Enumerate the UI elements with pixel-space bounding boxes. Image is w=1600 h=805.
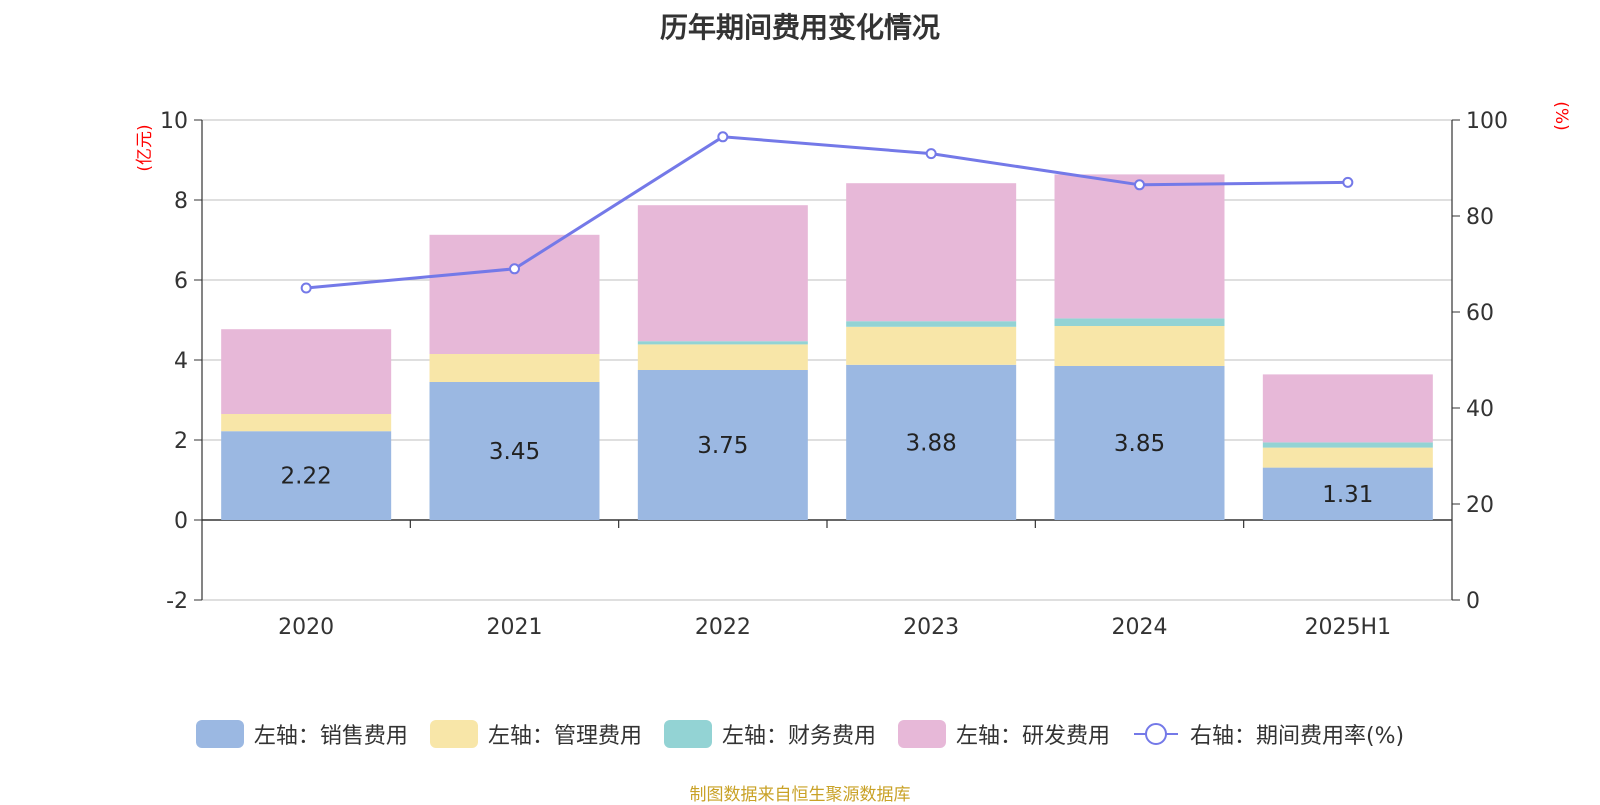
legend-swatch xyxy=(663,720,712,748)
legend-line-swatch xyxy=(1133,723,1178,745)
rate-point xyxy=(1342,176,1354,188)
bar-segment xyxy=(1262,374,1433,443)
bar-segment xyxy=(429,382,600,520)
legend-item[interactable]: 左轴：研发费用 xyxy=(897,718,1110,750)
bar-segment xyxy=(1054,318,1225,326)
legend-label: 左轴：销售费用 xyxy=(253,724,408,749)
left-tick-label: 8 xyxy=(174,189,188,214)
data-label: 3.75 xyxy=(697,433,748,459)
right-tick-label: 20 xyxy=(1466,493,1494,518)
legend: 左轴：销售费用 左轴：管理费用 左轴：财务费用 左轴：研发费用 右轴：期间费用率(%) xyxy=(0,718,1600,750)
rate-point xyxy=(925,148,937,160)
legend-swatch xyxy=(897,720,946,748)
left-tick-label: 2 xyxy=(174,429,188,454)
right-tick-label: 0 xyxy=(1466,589,1480,614)
bar-segment xyxy=(637,341,808,345)
data-label: 3.88 xyxy=(906,430,957,456)
data-label: 3.45 xyxy=(489,439,540,465)
chart-title: 历年期间费用变化情况 xyxy=(659,11,940,44)
right-tick-label: 80 xyxy=(1466,205,1494,230)
legend-item[interactable]: 左轴：管理费用 xyxy=(429,718,642,750)
right-tick-label: 40 xyxy=(1466,397,1494,422)
rate-point xyxy=(509,263,520,275)
legend-item[interactable]: 左轴：财务费用 xyxy=(663,718,876,750)
rate-point xyxy=(1134,179,1145,191)
left-tick-label: -2 xyxy=(166,589,188,614)
category-label: 2021 xyxy=(487,615,543,640)
bar-segment xyxy=(637,344,808,370)
bars-layer xyxy=(221,174,1433,520)
bar-segment xyxy=(637,370,808,520)
bar-segment xyxy=(1262,447,1433,468)
label-layer: 2.22 3.45 3.75 3.88 3.85 1.31 xyxy=(281,430,1374,507)
legend-line-marker xyxy=(1144,723,1167,745)
category-label: 2023 xyxy=(903,615,959,640)
bar-segment xyxy=(221,431,392,520)
left-tick-label: 0 xyxy=(174,509,188,534)
rate-point xyxy=(717,131,729,143)
legend-label: 左轴：研发费用 xyxy=(955,724,1110,749)
bar-segment xyxy=(846,364,1017,520)
bar-segment xyxy=(1262,467,1433,520)
bar-segment xyxy=(429,234,600,354)
category-label: 2022 xyxy=(695,615,751,640)
data-label: 3.85 xyxy=(1114,431,1165,457)
bar-segment xyxy=(221,329,392,414)
bar-segment xyxy=(637,205,808,342)
data-label: 1.31 xyxy=(1322,482,1373,508)
category-label: 2024 xyxy=(1112,615,1168,640)
source-note: 制图数据来自恒生聚源数据库 xyxy=(689,785,911,805)
bar-segment xyxy=(1054,366,1225,520)
bar-segment xyxy=(221,414,392,432)
category-label: 2020 xyxy=(278,615,334,640)
line-layer xyxy=(300,131,1354,294)
legend-swatch xyxy=(429,720,478,748)
legend-item[interactable]: 左轴：销售费用 xyxy=(195,718,408,750)
left-tick-label: 10 xyxy=(160,109,188,134)
right-tick-label: 100 xyxy=(1466,109,1508,134)
category-label: 2025H1 xyxy=(1305,615,1392,640)
bar-segment xyxy=(846,183,1017,322)
legend-label: 右轴：期间费用率(%) xyxy=(1189,724,1405,749)
legend-label: 左轴：财务费用 xyxy=(721,724,876,749)
rate-line xyxy=(306,135,1348,290)
bar-segment xyxy=(846,326,1017,365)
bar-segment xyxy=(429,354,600,382)
bar-segment xyxy=(1054,174,1225,319)
left-tick-label: 4 xyxy=(174,349,188,374)
bar-segment xyxy=(846,321,1017,327)
bar-segment xyxy=(1262,442,1433,448)
legend-label: 左轴：管理费用 xyxy=(487,724,642,749)
legend-swatch xyxy=(195,720,244,748)
right-tick-label: 60 xyxy=(1466,301,1494,326)
left-tick-label: 6 xyxy=(174,269,188,294)
right-axis-unit: (%) xyxy=(1551,101,1571,130)
bar-segment xyxy=(1054,326,1225,366)
legend-item[interactable]: 右轴：期间费用率(%) xyxy=(1132,718,1404,750)
left-axis-unit: (亿元) xyxy=(135,124,155,171)
data-label: 2.22 xyxy=(281,464,332,490)
rate-point xyxy=(300,282,312,294)
